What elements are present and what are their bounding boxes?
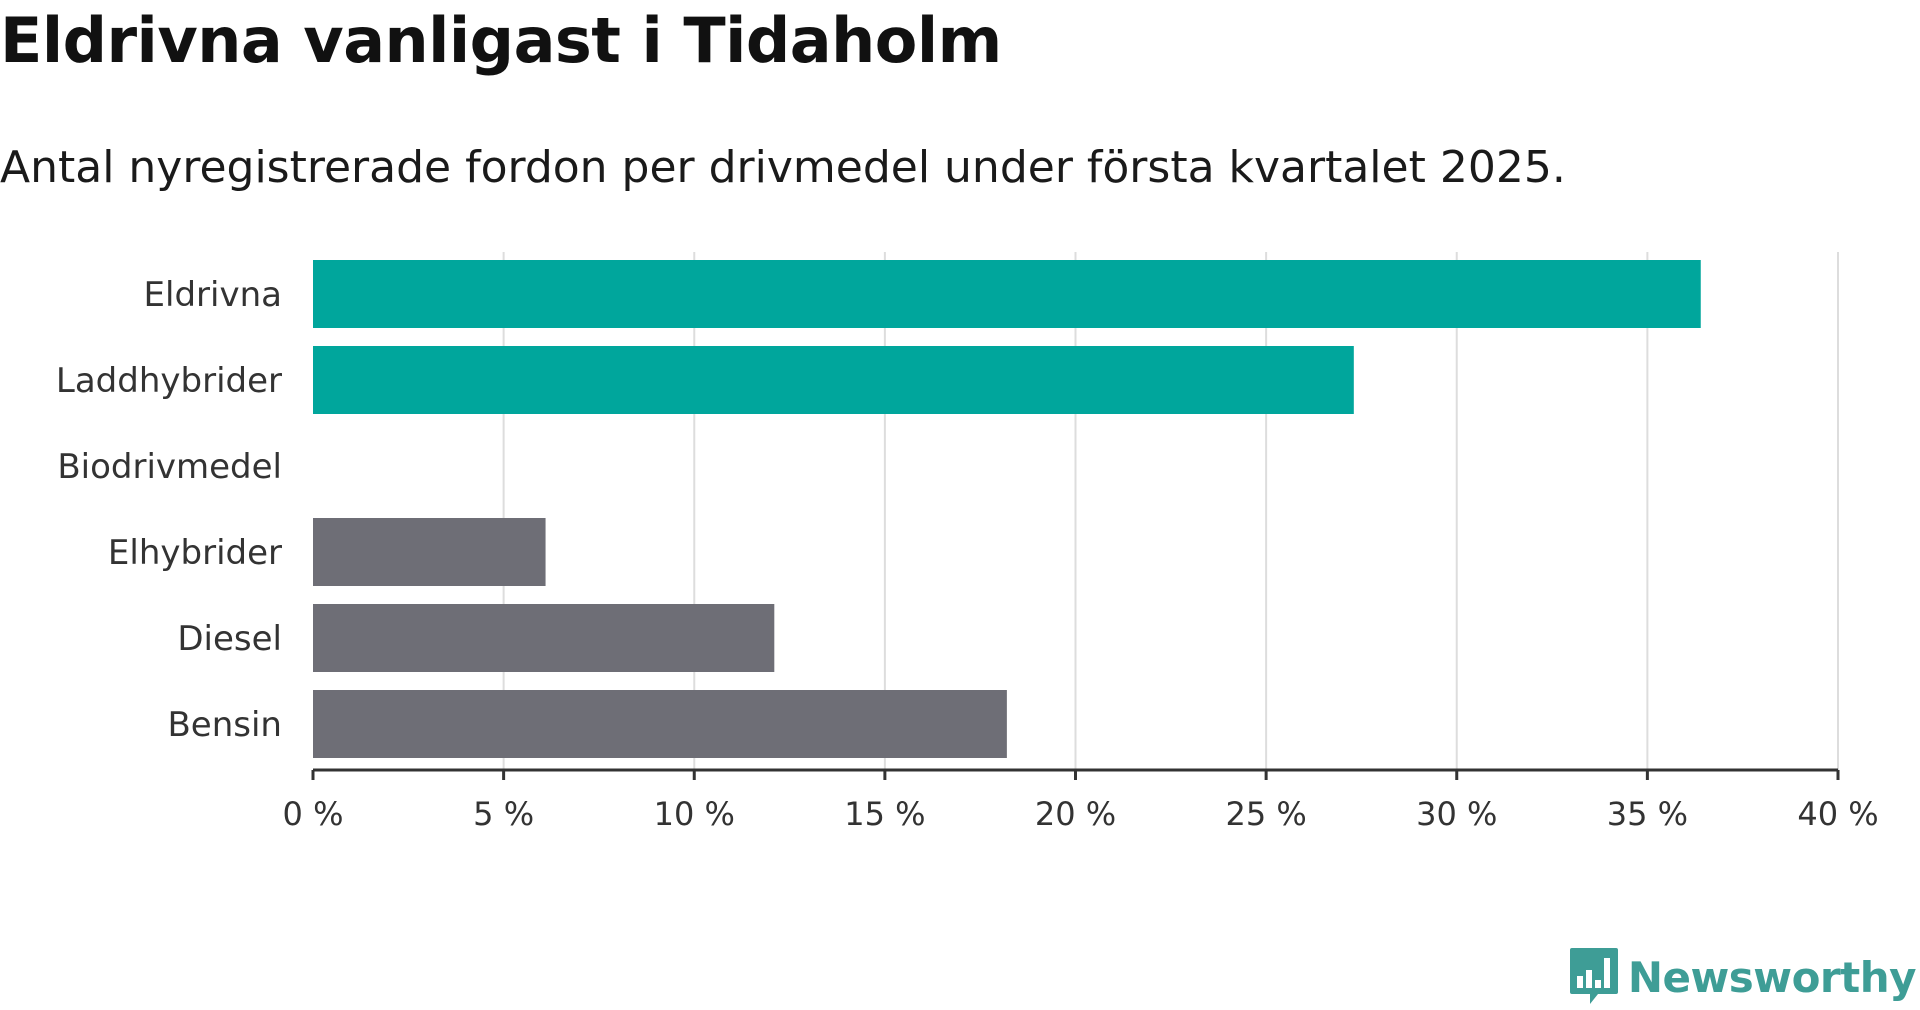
category-label: Eldrivna [144,275,282,315]
bar-chart-speech-bubble-icon [1569,948,1618,1004]
bar-diesel [313,604,775,672]
category-label: Biodrivmedel [57,447,282,487]
x-tick-label: 15 % [844,795,925,833]
gridlines [502,252,1839,770]
bar-elhybrider [313,518,546,586]
x-tick-label: 0 % [283,795,344,833]
category-labels: Eldrivna Laddhybrider Biodrivmedel Elhybrid… [56,275,282,745]
bars [313,260,1701,758]
x-tick-label: 5 % [473,795,534,833]
x-tick-label: 30 % [1416,795,1497,833]
bar-eldrivna [313,260,1701,328]
x-tick-label: 25 % [1225,795,1306,833]
x-tick-label: 35 % [1607,795,1688,833]
category-label: Bensin [167,705,282,745]
x-axis: 0 % 5 % 10 % 15 % 20 % 25 % 30 % 35 % 40 % [283,768,1879,833]
category-label: Diesel [177,619,282,659]
chart-subtitle: Antal nyregistrerade fordon per drivmede… [0,142,1566,193]
chart-title: Eldrivna vanligast i Tidaholm [0,4,1002,77]
brand-name: Newsworthy [1627,952,1917,1002]
x-tick-label: 10 % [654,795,735,833]
x-tick-label: 20 % [1035,795,1116,833]
x-tick-label: 40 % [1797,795,1878,833]
bar-bensin [313,690,1007,758]
category-label: Elhybrider [108,533,282,573]
category-label: Laddhybrider [56,361,282,401]
brand-logo: Newsworthy [1568,946,1917,1008]
bar-laddhybrider [313,346,1354,414]
